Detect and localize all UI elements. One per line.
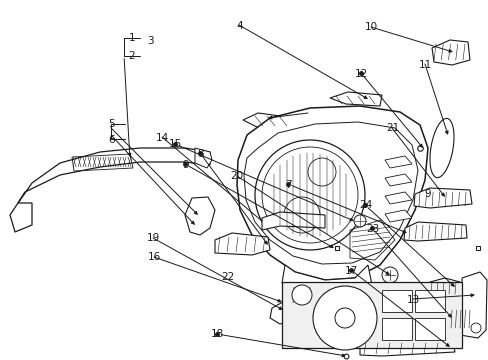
Text: 20: 20 (230, 171, 243, 181)
Polygon shape (384, 174, 411, 186)
Text: 14: 14 (155, 133, 169, 143)
Polygon shape (244, 122, 417, 264)
Text: 18: 18 (210, 329, 224, 339)
Bar (381, 318, 411, 340)
Polygon shape (282, 265, 371, 303)
Text: 6: 6 (108, 135, 115, 145)
Text: 7: 7 (285, 180, 291, 190)
Text: 16: 16 (147, 252, 161, 262)
Text: 9: 9 (182, 159, 189, 170)
Text: 12: 12 (354, 69, 368, 79)
Circle shape (312, 286, 376, 350)
Polygon shape (18, 148, 209, 203)
Polygon shape (413, 188, 471, 208)
Polygon shape (384, 210, 411, 222)
Text: 9: 9 (424, 189, 430, 199)
Text: 8: 8 (197, 149, 203, 159)
Text: 22: 22 (220, 272, 234, 282)
Text: 19: 19 (146, 233, 160, 243)
Text: 1: 1 (128, 33, 135, 43)
Polygon shape (447, 307, 474, 332)
Text: 11: 11 (418, 60, 431, 70)
Text: 24: 24 (358, 200, 372, 210)
Text: 10: 10 (365, 22, 377, 32)
Bar (414, 318, 444, 340)
Circle shape (334, 308, 354, 328)
Circle shape (353, 215, 365, 227)
Circle shape (470, 323, 480, 333)
Polygon shape (10, 203, 32, 232)
Polygon shape (184, 197, 215, 235)
Polygon shape (431, 40, 469, 65)
Text: 15: 15 (168, 139, 182, 149)
Ellipse shape (429, 118, 453, 177)
Polygon shape (243, 113, 294, 130)
Circle shape (291, 285, 311, 305)
Text: 2: 2 (128, 51, 135, 61)
Bar (414, 290, 444, 312)
Text: 3: 3 (147, 36, 154, 46)
Bar (282, 282, 461, 348)
Text: 23: 23 (365, 224, 379, 234)
Text: 5: 5 (108, 119, 115, 129)
Polygon shape (237, 106, 427, 280)
Polygon shape (457, 272, 486, 338)
Polygon shape (262, 212, 325, 230)
Polygon shape (195, 148, 212, 168)
Polygon shape (427, 278, 459, 297)
Polygon shape (269, 302, 294, 324)
Circle shape (381, 267, 397, 283)
Polygon shape (359, 340, 454, 356)
Polygon shape (329, 92, 381, 106)
Polygon shape (215, 233, 269, 255)
Text: 17: 17 (344, 266, 357, 276)
Text: 13: 13 (406, 294, 419, 305)
Polygon shape (384, 156, 411, 168)
Text: 4: 4 (236, 21, 243, 31)
Text: 21: 21 (385, 123, 399, 133)
Polygon shape (403, 222, 466, 241)
Circle shape (254, 140, 364, 250)
Bar (381, 290, 411, 312)
Polygon shape (384, 192, 411, 204)
